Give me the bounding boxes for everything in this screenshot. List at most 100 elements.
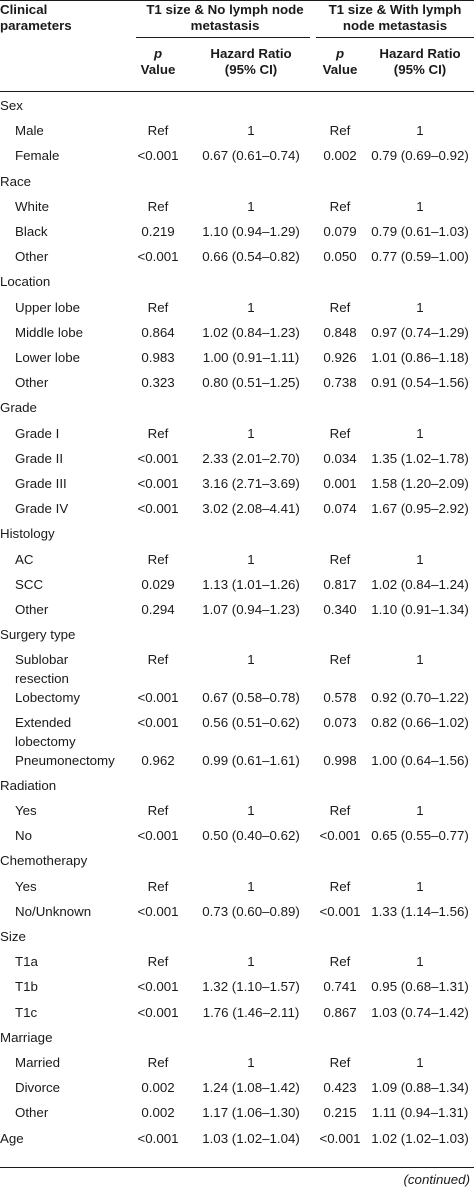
p-value-with-lymph: 0.848 xyxy=(323,324,357,340)
table-row: Female <0.001 0.67 (0.61–0.74) 0.002 0.79 (0… xyxy=(0,146,474,171)
table-row: Sublobar resection Ref 1 Ref 1 xyxy=(0,650,474,688)
hazard-ratio-with-lymph: 0.91 (0.54–1.56) xyxy=(371,375,469,391)
p-value-no-lymph: <0.001 xyxy=(137,476,179,491)
group-header-row: Location xyxy=(0,272,474,297)
parameter-label: Middle lobe xyxy=(15,324,84,340)
parameter-label: Pneumonectomy xyxy=(15,752,115,768)
table-row: Other <0.001 0.66 (0.54–0.82) 0.050 0.77 (0.… xyxy=(0,247,474,272)
hazard-ratio-no-lymph: 1.17 (1.06–1.30) xyxy=(202,1105,300,1121)
p-value-no-lymph: 0.219 xyxy=(141,224,175,239)
hazard-ratio-with-lymph: 1.02 (1.02–1.03) xyxy=(371,1130,469,1146)
group-header-row: Marriage xyxy=(0,1028,474,1053)
hazard-ratio-no-lymph: 1 xyxy=(247,1055,255,1070)
hr-label: Hazard Ratio xyxy=(379,46,461,61)
table-row: Other 0.294 1.07 (0.94–1.23) 0.340 1.10 (0.9… xyxy=(0,600,474,625)
table-row: AC Ref 1 Ref 1 xyxy=(0,550,474,575)
parameter-label: Grade II xyxy=(15,450,64,466)
p-value-no-lymph: <0.001 xyxy=(137,979,179,995)
hazard-ratio-with-lymph: 1.33 (1.14–1.56) xyxy=(371,903,469,919)
group2-rule xyxy=(316,37,474,38)
p-value-with-lymph: Ref xyxy=(329,198,351,214)
p-value-no-lymph: <0.001 xyxy=(137,689,179,705)
hazard-ratio-no-lymph: 3.02 (2.08–4.41) xyxy=(202,501,300,517)
group-header-row: Surgery type xyxy=(0,625,474,650)
hazard-ratio-with-lymph: 1.02 (0.84–1.24) xyxy=(371,576,469,592)
p-value-with-lymph: Ref xyxy=(329,803,351,818)
p-value-no-lymph: <0.001 xyxy=(137,249,179,265)
table-row: Lower lobe 0.983 1.00 (0.91–1.11) 0.926 1.01… xyxy=(0,348,474,373)
table-row: Other 0.323 0.80 (0.51–1.25) 0.738 0.91 (0.5… xyxy=(0,373,474,398)
hazard-ratio-with-lymph: 1 xyxy=(416,123,424,139)
hazard-ratio-with-lymph: 1.11 (0.94–1.31) xyxy=(371,1105,469,1121)
group-label: Size xyxy=(0,929,26,944)
hazard-ratio-with-lymph: 1 xyxy=(416,803,424,818)
hazard-ratio-with-lymph: 1.01 (0.86–1.18) xyxy=(371,350,469,365)
p-value-no-lymph: 0.002 xyxy=(141,1080,175,1096)
p-value-no-lymph: Ref xyxy=(147,878,169,894)
hazard-ratio-no-lymph: 0.73 (0.60–0.89) xyxy=(202,903,300,919)
hr-label: Hazard Ratio xyxy=(210,46,292,61)
hazard-ratio-with-lymph: 1.09 (0.88–1.34) xyxy=(371,1080,469,1096)
top-rule xyxy=(0,0,474,1)
p-value-no-lymph: Ref xyxy=(147,551,169,567)
bottom-rule xyxy=(0,1167,474,1168)
table-row: Extended lobectomy <0.001 0.56 (0.51–0.62)… xyxy=(0,713,474,751)
hazard-ratio-with-lymph: 1 xyxy=(416,551,424,567)
p-value-no-lymph: 0.983 xyxy=(141,350,175,365)
hazard-ratio-no-lymph: 0.66 (0.54–0.82) xyxy=(202,249,300,265)
table-row: Yes Ref 1 Ref 1 xyxy=(0,877,474,902)
parameter-label: T1c xyxy=(15,1004,38,1020)
hazard-ratio-with-lymph: 0.97 (0.74–1.29) xyxy=(371,324,469,340)
table-row: Grade III <0.001 3.16 (2.71–3.69) 0.001 1.58… xyxy=(0,474,474,499)
hazard-ratio-with-lymph: 1 xyxy=(416,425,424,441)
p-value-with-lymph: Ref xyxy=(329,425,351,441)
p-value-with-lymph: 0.079 xyxy=(323,224,357,239)
header-clinical-parameters: Clinical parameters xyxy=(0,2,72,33)
parameter-label: Extended lobectomy xyxy=(15,715,76,750)
hazard-ratio-no-lymph: 1.24 (1.08–1.42) xyxy=(202,1080,300,1096)
p-value-with-lymph: <0.001 xyxy=(319,828,361,844)
parameter-label: Grade III xyxy=(15,476,67,491)
table-row: No <0.001 0.50 (0.40–0.62) <0.001 0.65 (0.55… xyxy=(0,826,474,851)
hazard-ratio-with-lymph: 1.67 (0.95–2.92) xyxy=(371,501,469,517)
p-value-with-lymph: Ref xyxy=(329,123,351,139)
p-value-with-lymph: 0.002 xyxy=(323,148,357,164)
table-row: Pneumonectomy 0.962 0.99 (0.61–1.61) 0.998 1… xyxy=(0,751,474,776)
table-header-row-2: p Value Hazard Ratio (95% CI) p Value Ha… xyxy=(0,37,474,91)
p-value-no-lymph: 0.029 xyxy=(141,576,175,592)
table-header-row-1: Clinical parameters T1 size & No lymph n… xyxy=(0,0,474,37)
hazard-ratio-no-lymph: 1 xyxy=(247,878,255,894)
p-value-no-lymph: <0.001 xyxy=(137,903,179,919)
parameter-label: Yes xyxy=(15,878,37,894)
table-row: Grade IV <0.001 3.02 (2.08–4.41) 0.074 1.67 … xyxy=(0,499,474,524)
ci-label: (95% CI) xyxy=(224,62,278,77)
hazard-ratio-no-lymph: 1 xyxy=(247,198,255,214)
hazard-ratio-with-lymph: 1.10 (0.91–1.34) xyxy=(371,602,469,617)
header-bottom-rule xyxy=(0,91,474,92)
p-value-with-lymph: 0.867 xyxy=(323,1004,357,1020)
hazard-ratio-no-lymph: 0.67 (0.61–0.74) xyxy=(202,148,300,164)
p-value-with-lymph: 0.034 xyxy=(323,450,357,466)
p-value-with-lymph: Ref xyxy=(329,299,351,315)
parameter-label: No/Unknown xyxy=(15,903,92,919)
p-value-with-lymph: 0.998 xyxy=(323,752,357,768)
p-value-with-lymph: 0.578 xyxy=(323,689,357,705)
group-header-row: Chemotherapy xyxy=(0,851,474,876)
hazard-ratio-with-lymph: 1 xyxy=(416,652,424,668)
hazard-ratio-no-lymph: 0.56 (0.51–0.62) xyxy=(202,715,300,731)
parameter-label: Grade I xyxy=(15,425,60,441)
group1-rule xyxy=(136,37,310,38)
p-value-no-lymph: Ref xyxy=(147,299,169,315)
p-value-with-lymph: Ref xyxy=(329,954,351,970)
hazard-ratio-with-lymph: 1 xyxy=(416,1055,424,1070)
table-row: Married Ref 1 Ref 1 xyxy=(0,1053,474,1078)
table-row: Male Ref 1 Ref 1 xyxy=(0,121,474,146)
hazard-ratio-with-lymph: 0.79 (0.69–0.92) xyxy=(371,148,469,164)
hazard-ratio-no-lymph: 0.99 (0.61–1.61) xyxy=(202,752,300,768)
group-header-row: Sex xyxy=(0,96,474,121)
hazard-ratio-with-lymph: 0.92 (0.70–1.22) xyxy=(371,689,469,705)
parameter-label: SCC xyxy=(15,576,44,592)
p-value-no-lymph: 0.864 xyxy=(141,324,175,340)
header-hr-2: Hazard Ratio (95% CI) xyxy=(366,46,474,78)
table-row: White Ref 1 Ref 1 xyxy=(0,197,474,222)
